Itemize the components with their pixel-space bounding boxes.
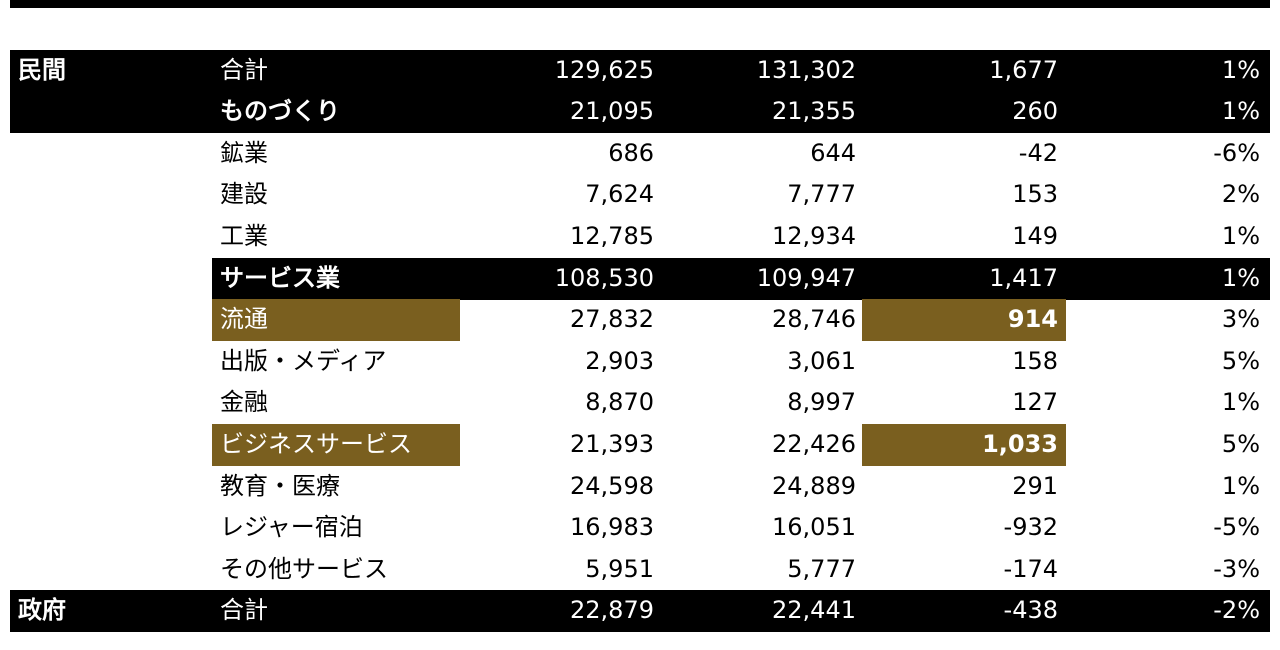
row-growth: 914	[1007, 305, 1058, 333]
row-growth: -932	[1003, 513, 1058, 541]
row-dec2022: 12,934	[772, 222, 856, 250]
row-rate: -3%	[1213, 555, 1260, 583]
label-highlight	[212, 299, 460, 341]
row-label: 出版・メディア	[220, 347, 387, 375]
row-feb2020: 21,393	[570, 430, 654, 458]
row-rate: 1%	[1221, 472, 1260, 500]
row-rate: -2%	[1213, 596, 1260, 624]
row-feb2020: 21,095	[570, 97, 654, 125]
row-growth: 260	[1012, 97, 1058, 125]
row-feb2020: 129,625	[554, 56, 654, 84]
row-rate: 1%	[1221, 56, 1260, 84]
row-dec2022: 131,302	[756, 56, 856, 84]
row-label: その他サービス	[220, 555, 388, 583]
row-growth: 1,677	[989, 56, 1058, 84]
header-growth: 雇用者数伸び	[870, 12, 1014, 40]
row-band	[212, 258, 1270, 300]
row-dec2022: 22,441	[772, 596, 856, 624]
header-rate: 増加率	[1072, 12, 1144, 40]
row-feb2020: 108,530	[554, 264, 654, 292]
row-band	[10, 91, 1270, 133]
row-dec2022: 3,061	[787, 347, 856, 375]
row-dec2022: 644	[810, 139, 856, 167]
header-feb2020: 2020年2月	[522, 12, 655, 40]
row-label: ビジネスサービス	[220, 430, 412, 458]
row-feb2020: 24,598	[570, 472, 654, 500]
row-band	[10, 590, 1270, 632]
row-growth: -174	[1003, 555, 1058, 583]
row-dec2022: 22,426	[772, 430, 856, 458]
row-label: サービス業	[220, 264, 340, 292]
row-label: 合計	[220, 596, 268, 624]
row-feb2020: 8,870	[585, 388, 654, 416]
row-dec2022: 5,777	[787, 555, 856, 583]
header-band	[10, 0, 1270, 9]
row-growth: 153	[1012, 180, 1058, 208]
row-feb2020: 5,951	[585, 555, 654, 583]
row-dec2022: 109,947	[756, 264, 856, 292]
row-rate: -6%	[1213, 139, 1260, 167]
row-label: 鉱業	[220, 139, 268, 167]
row-feb2020: 12,785	[570, 222, 654, 250]
row-rate: 1%	[1221, 222, 1260, 250]
row-rate: 5%	[1221, 430, 1260, 458]
row-dec2022: 8,997	[787, 388, 856, 416]
row-feb2020: 16,983	[570, 513, 654, 541]
row-band	[10, 50, 1270, 92]
row-label: 合計	[220, 56, 268, 84]
growth-highlight	[862, 299, 1066, 341]
row-rate: 1%	[1221, 97, 1260, 125]
row-rate: 1%	[1221, 388, 1260, 416]
row-growth: 291	[1012, 472, 1058, 500]
row-rate: 1%	[1221, 264, 1260, 292]
header-dec2022: 2022年12月	[707, 12, 856, 40]
row-growth: 1,033	[982, 430, 1058, 458]
row-feb2020: 27,832	[570, 305, 654, 333]
row-dec2022: 7,777	[787, 180, 856, 208]
row-feb2020: 2,903	[585, 347, 654, 375]
row-feb2020: 686	[608, 139, 654, 167]
row-rate: 2%	[1221, 180, 1260, 208]
row-feb2020: 22,879	[570, 596, 654, 624]
row-label: 流通	[220, 305, 268, 333]
row-rate: -5%	[1213, 513, 1260, 541]
row-growth: 1,417	[989, 264, 1058, 292]
row-growth: 158	[1012, 347, 1058, 375]
row-group: 政府	[18, 596, 66, 624]
header-corner: 雇用者数(千人)	[18, 12, 184, 40]
row-feb2020: 7,624	[585, 180, 654, 208]
row-label: ものづくり	[220, 97, 340, 125]
row-dec2022: 28,746	[772, 305, 856, 333]
row-dec2022: 21,355	[772, 97, 856, 125]
row-dec2022: 24,889	[772, 472, 856, 500]
row-growth: 127	[1012, 388, 1058, 416]
growth-highlight	[862, 424, 1066, 466]
row-label: 金融	[220, 388, 268, 416]
row-growth: -42	[1018, 139, 1058, 167]
row-dec2022: 16,051	[772, 513, 856, 541]
label-highlight	[212, 424, 460, 466]
row-growth: -438	[1003, 596, 1058, 624]
row-rate: 3%	[1221, 305, 1260, 333]
row-label: 建設	[220, 180, 268, 208]
row-label: レジャー宿泊	[220, 513, 363, 541]
row-label: 教育・医療	[220, 472, 340, 500]
row-growth: 149	[1012, 222, 1058, 250]
row-group: 民間	[18, 56, 66, 84]
row-label: 工業	[220, 222, 268, 250]
row-rate: 5%	[1221, 347, 1260, 375]
